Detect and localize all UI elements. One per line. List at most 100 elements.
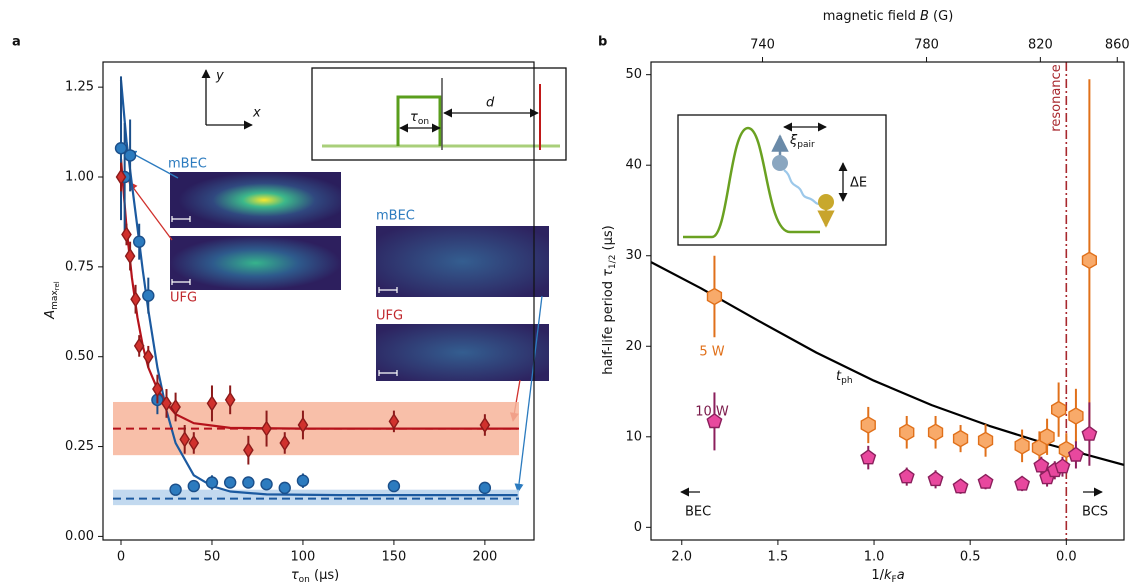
x2-tick-label: 740 [750, 38, 775, 53]
panel-label: b [598, 35, 607, 50]
x-tick-label: 2.0 [671, 550, 692, 565]
x-tick-label: 0 [117, 550, 125, 565]
symbol: τ [410, 110, 418, 125]
regime-label: BCS [1082, 505, 1108, 520]
data-point [977, 431, 994, 450]
x2-axis-label: magnetic field B (G) [823, 9, 954, 24]
y-tick-label: 40 [625, 158, 642, 173]
pulse-label: τon [410, 110, 429, 127]
data-point [133, 337, 145, 355]
data-point [161, 395, 172, 412]
data-point [260, 478, 273, 491]
data-point [952, 429, 969, 448]
data-point [261, 420, 272, 437]
data-point [927, 423, 944, 442]
data-point [169, 483, 182, 496]
x2-tick-label: 820 [1028, 38, 1053, 53]
inset-label: ξpair [789, 133, 815, 150]
data-point [224, 391, 236, 409]
symbol: a [897, 568, 905, 583]
plot-frame [102, 61, 535, 541]
x-tick-label: 200 [472, 550, 497, 565]
data-point [123, 149, 137, 162]
data-point [952, 478, 969, 494]
data-point [142, 289, 155, 302]
data-point [206, 395, 218, 412]
data-point [115, 168, 127, 186]
image-label: mBEC [168, 157, 207, 172]
panel-label: a [12, 35, 21, 50]
regime-label: BEC [685, 505, 711, 520]
x-tick-label: 150 [381, 550, 406, 565]
symbol: k [884, 568, 892, 583]
text: magnetic field [823, 9, 920, 24]
subscript: rel [53, 281, 61, 290]
data-point [1039, 427, 1055, 446]
y-tick-label: 30 [625, 248, 642, 263]
data-point [1067, 446, 1084, 462]
data-point [296, 474, 310, 487]
data-point [706, 287, 723, 306]
subscript: on [418, 117, 429, 127]
x-tick-label: 0.5 [960, 550, 981, 565]
x2-tick-label: 860 [1105, 38, 1130, 53]
subscript: max [50, 290, 60, 310]
y-tick-label: 1.25 [65, 80, 94, 95]
y-tick-label: 1.00 [65, 170, 94, 185]
data-point [121, 226, 132, 243]
data-point [478, 481, 492, 495]
data-point [706, 413, 723, 429]
pairing-inset [677, 114, 1103, 497]
subscript: on [299, 575, 310, 585]
data-point [898, 468, 915, 484]
x-tick-label: 100 [291, 550, 316, 565]
absorption-images [127, 150, 549, 493]
x2-tick-label: 780 [914, 38, 939, 53]
data-point [243, 441, 254, 459]
text: 1/ [871, 568, 884, 583]
y-tick-label: 0.50 [65, 349, 94, 364]
symbol: B [920, 9, 929, 24]
data-point [152, 380, 163, 398]
data-point [114, 142, 128, 155]
data-point [242, 476, 255, 489]
data-point [860, 416, 876, 434]
data-point [278, 481, 291, 495]
data-point [188, 434, 200, 452]
y-tick-label: 20 [625, 339, 642, 354]
pulse-inset [311, 67, 567, 161]
x-tick-label: 50 [204, 550, 221, 565]
y-tick-label: 50 [625, 67, 642, 82]
data-point [187, 479, 200, 493]
subscript: F [892, 575, 897, 585]
data-point [927, 470, 944, 487]
uncertainty-band [113, 489, 519, 506]
subscript: ph [841, 376, 852, 386]
y-tick-label: 10 [625, 429, 642, 444]
subscript: 1/2 [608, 255, 618, 269]
data-point [1081, 251, 1098, 270]
distance-label: d [486, 96, 495, 111]
data-point [130, 290, 141, 308]
y-tick-label: 0.75 [65, 259, 94, 274]
series-label: 5 W [699, 345, 724, 360]
curve-label: tph [836, 369, 853, 386]
data-point [479, 416, 491, 434]
unit: (G) [929, 9, 953, 24]
x-axis-label: 1/kFa [871, 568, 904, 585]
data-point [142, 348, 154, 366]
data-point [388, 413, 400, 430]
axes-schematic [201, 69, 253, 130]
data-point [899, 423, 915, 442]
data-point [1081, 425, 1098, 441]
resonance-label: resonance [1049, 64, 1064, 131]
x-axis-label: τon (μs) [291, 568, 339, 585]
plot-area [113, 76, 519, 506]
plot-frame [650, 61, 1125, 541]
data-point [1068, 407, 1084, 425]
unit: (μs) [601, 225, 616, 254]
x-tick-label: 1.5 [768, 550, 789, 565]
data-point [297, 416, 309, 434]
data-point [387, 479, 401, 493]
